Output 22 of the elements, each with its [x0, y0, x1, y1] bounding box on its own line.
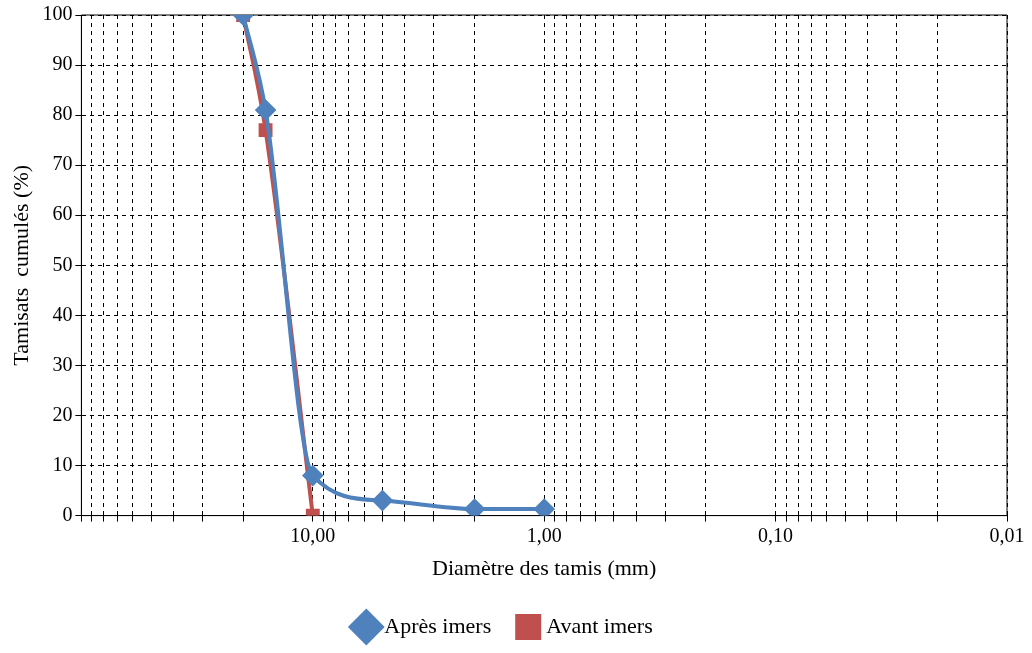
y-tick-label: 100	[42, 2, 73, 25]
x-tick-label: 0,10	[758, 523, 794, 546]
y-tick-label: 60	[52, 202, 73, 225]
y-axis-title: Tamisats cumulés (%)	[7, 164, 33, 366]
y-tick-label: 30	[52, 352, 73, 375]
y-tick-label: 80	[52, 102, 73, 125]
legend-label: Après imers	[384, 612, 492, 638]
point	[255, 100, 276, 121]
point	[534, 499, 555, 516]
y-tick-label: 0	[62, 502, 73, 525]
point	[464, 499, 485, 516]
x-tick-label: 10,00	[290, 523, 336, 546]
x-tick-label: 0,01	[989, 523, 1025, 546]
x-axis-title: Diamètre des tamis (mm)	[432, 554, 657, 580]
y-tick-label: 10	[52, 452, 73, 475]
x-tick-label: 1,00	[526, 523, 562, 546]
y-tick-label: 20	[52, 402, 73, 425]
legend-label: Avant imers	[546, 612, 653, 638]
y-tick-label: 50	[52, 252, 73, 275]
y-tick-label: 70	[52, 152, 73, 175]
y-tick-label: 40	[52, 302, 73, 325]
y-tick-label: 90	[52, 52, 73, 75]
